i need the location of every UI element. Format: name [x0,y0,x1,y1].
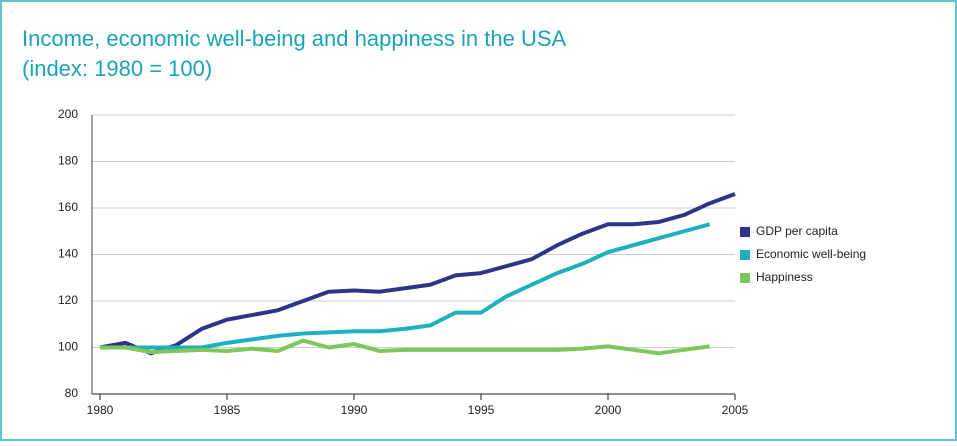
x-tick-label: 1980 [87,403,114,417]
y-tick-label: 100 [58,340,78,354]
chart-title: Income, economic well-being and happines… [22,26,567,51]
legend-label: Happiness [756,270,813,284]
x-tick-label: 2000 [595,403,622,417]
series-line [99,192,736,356]
legend-swatch [740,227,750,237]
legend-swatch [740,250,750,260]
y-tick-label: 120 [58,293,78,307]
y-tick-label: 200 [58,107,78,121]
x-tick-label: 1990 [341,403,368,417]
x-tick-label: 2005 [722,403,749,417]
y-tick-label: 160 [58,200,78,214]
x-tick-label: 1995 [468,403,495,417]
series-line [100,338,710,356]
y-tick-label: 80 [65,386,79,400]
chart-subtitle: (index: 1980 = 100) [22,56,212,81]
legend-label: GDP per capita [756,224,838,238]
x-tick-label: 1985 [214,403,241,417]
series-line [100,222,711,350]
legend-swatch [740,273,750,283]
legend-label: Economic well-being [756,247,866,261]
y-tick-label: 140 [58,247,78,261]
y-tick-label: 180 [58,154,78,168]
